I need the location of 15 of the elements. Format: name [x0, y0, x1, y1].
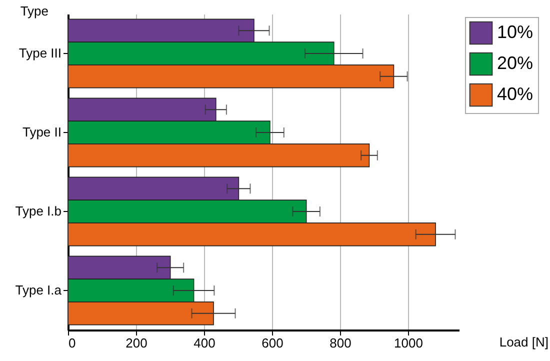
x-tick-label: 600: [262, 336, 284, 350]
x-tick-label: 800: [330, 336, 352, 350]
legend-label: 10%: [497, 22, 534, 42]
x-tick-label: 400: [194, 336, 216, 350]
legend-label: 40%: [497, 84, 534, 104]
y-tick-label: Type I.b: [15, 204, 62, 218]
x-tick-label: 0: [68, 336, 76, 350]
y-tick-label: Type III: [18, 46, 62, 60]
x-axis-title: Load [N]: [499, 334, 548, 350]
x-tick-label: 200: [126, 336, 148, 350]
y-tick-label: Type I.a: [15, 282, 62, 298]
legend-label: 20%: [497, 53, 534, 73]
x-tick-label: 1000: [394, 336, 423, 350]
y-tick-label: Type II: [22, 124, 62, 140]
y-axis-title: Type: [20, 4, 48, 18]
